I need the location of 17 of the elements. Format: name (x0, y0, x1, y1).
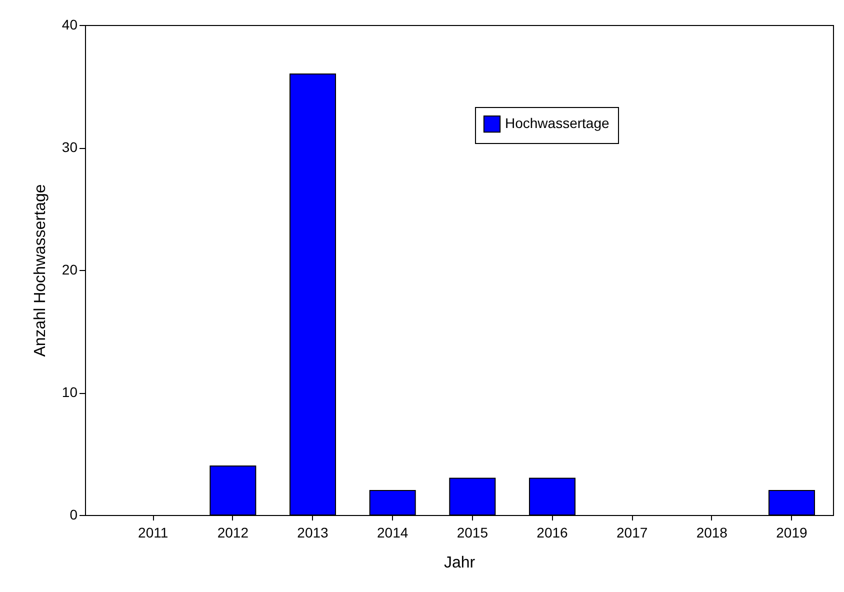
y-tick-label: 10 (62, 384, 78, 400)
x-tick-label: 2013 (297, 524, 329, 540)
x-axis-title: Jahr (444, 554, 476, 572)
x-tick-label: 2016 (536, 524, 568, 540)
y-tick-label: 40 (62, 16, 78, 32)
y-tick-label: 0 (70, 506, 78, 522)
legend-label: Hochwassertage (505, 115, 610, 131)
y-axis-title: Anzahl Hochwassertage (32, 184, 49, 357)
x-tick-label: 2018 (696, 524, 728, 540)
x-tick-label: 2017 (616, 524, 648, 540)
x-tick-label: 2014 (377, 524, 408, 540)
y-tick-label: 30 (62, 139, 78, 155)
x-tick-label: 2011 (138, 524, 168, 540)
x-tick-label: 2019 (776, 524, 808, 540)
y-tick-label: 20 (62, 262, 78, 278)
x-tick-label: 2012 (217, 524, 249, 540)
x-tick-label: 2015 (456, 524, 488, 540)
